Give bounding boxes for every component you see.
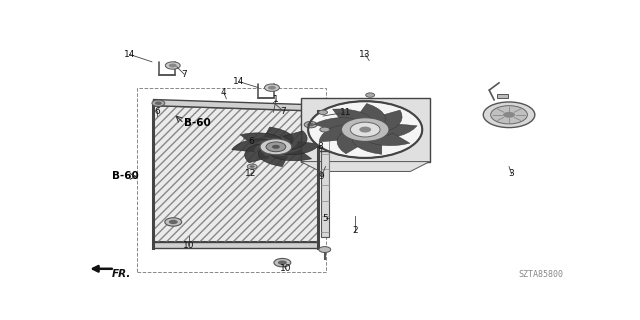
Polygon shape [264,127,294,144]
Circle shape [260,139,292,155]
Circle shape [483,102,535,128]
Text: B-60: B-60 [112,172,139,181]
Text: 12: 12 [245,169,257,179]
Polygon shape [319,124,355,142]
Text: 8: 8 [317,142,323,151]
Text: 9: 9 [319,172,324,181]
Circle shape [155,101,162,105]
Text: 7: 7 [280,107,286,116]
Circle shape [491,106,527,124]
Text: 1: 1 [273,95,279,105]
Text: 10: 10 [184,241,195,250]
Polygon shape [154,242,318,248]
Polygon shape [333,109,372,124]
Polygon shape [240,133,282,144]
Circle shape [304,121,317,128]
Circle shape [250,165,255,168]
Circle shape [264,84,280,92]
Bar [137,88,326,272]
Circle shape [503,112,515,118]
Circle shape [169,64,177,68]
Text: 13: 13 [360,50,371,59]
Text: 14: 14 [233,77,244,86]
Circle shape [169,220,178,224]
Circle shape [359,127,371,132]
Circle shape [319,110,328,115]
Text: 10: 10 [280,264,292,273]
Circle shape [152,100,165,107]
Circle shape [247,164,257,169]
Text: 5: 5 [323,214,328,223]
Polygon shape [258,150,287,167]
Circle shape [165,62,180,69]
Circle shape [266,142,286,152]
Text: 2: 2 [353,226,358,235]
Circle shape [320,127,330,132]
Polygon shape [363,133,410,146]
Bar [497,94,508,98]
Circle shape [341,118,389,141]
Circle shape [365,93,374,97]
Circle shape [308,101,422,158]
Text: 11: 11 [340,108,351,117]
Polygon shape [244,144,269,163]
Polygon shape [314,118,363,131]
Circle shape [272,145,280,149]
Polygon shape [154,100,318,111]
Polygon shape [154,106,318,242]
Polygon shape [283,131,307,150]
Bar [321,133,329,237]
Circle shape [307,123,314,126]
Text: B-60: B-60 [184,118,211,128]
Circle shape [268,86,276,90]
Bar [301,98,429,162]
Polygon shape [232,139,269,152]
Circle shape [319,247,331,252]
Polygon shape [282,142,320,155]
Text: 6: 6 [154,107,160,116]
Polygon shape [301,162,429,172]
Text: 7: 7 [181,70,187,79]
Polygon shape [372,124,417,138]
Text: SZTA85800: SZTA85800 [518,270,564,279]
Text: FR.: FR. [112,269,132,279]
Polygon shape [337,130,363,154]
Text: 14: 14 [124,50,135,59]
Polygon shape [352,134,382,154]
Circle shape [165,218,182,226]
Text: 3: 3 [509,169,515,179]
Polygon shape [269,150,312,161]
Circle shape [278,260,287,265]
Polygon shape [358,103,385,127]
Text: 6: 6 [248,137,254,146]
Circle shape [350,122,380,137]
Polygon shape [376,110,402,132]
Circle shape [274,259,291,267]
Text: 4: 4 [221,88,227,97]
